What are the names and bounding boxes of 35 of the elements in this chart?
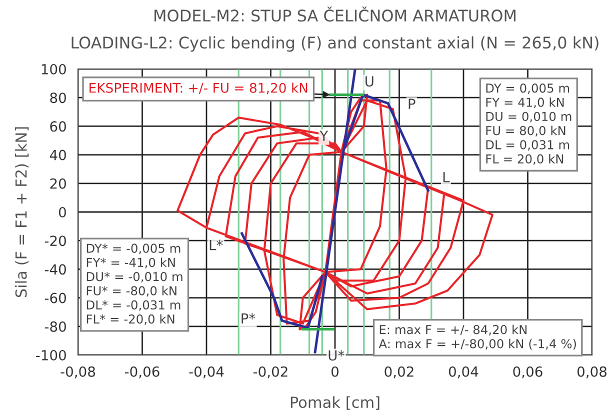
x-tick-label: -0,06: [124, 366, 160, 378]
annotation: EKSPERIMENT: +/- FU = 81,20 kN: [90, 82, 308, 94]
annotation: Y: [320, 130, 328, 141]
y-tick-label: -20: [44, 236, 66, 246]
annotation: P*: [242, 313, 256, 324]
x-tick-label: -0,04: [189, 366, 224, 378]
y-tick-label: -80: [44, 321, 66, 332]
y-tick-label: 0: [58, 206, 66, 218]
annotation: DY = 0,005 m FY = 41,0 kN DU = 0,010 m FU = 80,0 kN DL = 0,031 m FL = 20,0 kN: [486, 84, 572, 165]
x-tick-label: -0,08: [60, 366, 96, 378]
y-tick-label: 40: [50, 150, 66, 160]
y-tick-label: -40: [44, 264, 66, 275]
chart-subtitle: LOADING-L2: Cyclic bending (F) and constant axial (N = 265,0 kN): [72, 36, 598, 52]
annotation: L: [443, 172, 450, 182]
x-tick-label: 0: [331, 366, 338, 377]
y-tick-label: 80: [50, 92, 66, 104]
y-tick-label: 20: [50, 178, 66, 189]
y-axis-title: Sila (F = F1 + F2) [kN]: [15, 127, 29, 298]
y-tick-label: 100: [42, 64, 66, 74]
y-tick-label: -100: [36, 350, 66, 360]
annotation: U*: [328, 350, 344, 361]
annotation: E: max F = +/- 84,20 kN A: max F = +/-80,00 kN (-1,4 %): [378, 324, 576, 350]
y-tick-label: -60: [44, 292, 66, 304]
x-tick-label: 0,08: [577, 366, 607, 378]
annotation: DY* = -0,005 m FY* = -41,0 kN DU* = -0,010 m FU* = -80,0 kN DL* = -0,031 m FL* = -20,0 kN: [86, 244, 182, 325]
annotation: U: [366, 76, 374, 87]
x-tick-label: 0,04: [448, 366, 478, 378]
x-tick-label: -0,02: [253, 366, 288, 378]
x-tick-label: 0,06: [513, 366, 542, 378]
annotation: P: [408, 98, 416, 109]
annotation: L*: [210, 240, 223, 250]
x-axis-title: Pomak [cm]: [290, 396, 380, 410]
chart-title: MODEL-M2: STUP SA ČELIČNOM ARMATUROM: [154, 6, 516, 22]
y-tick-label: 60: [50, 121, 66, 132]
x-tick-label: 0,02: [384, 366, 414, 378]
